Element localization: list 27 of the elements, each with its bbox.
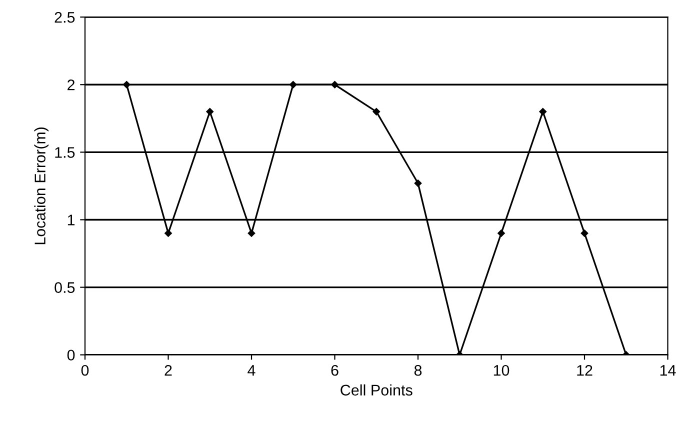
y-tick-label: 0.5 (54, 282, 75, 293)
point (289, 80, 297, 88)
x-tick-label: 4 (248, 365, 256, 376)
y-tick-label: 0 (67, 350, 75, 361)
x-tick-label: 2 (164, 364, 172, 376)
x-tick-label: 8 (414, 364, 422, 376)
point (164, 230, 172, 237)
point (372, 108, 380, 116)
point (414, 180, 422, 187)
y-tick-label: 1 (68, 214, 75, 226)
x-tick-label: 6 (331, 364, 338, 376)
y-tick-label: 1.5 (55, 147, 75, 158)
point (206, 108, 214, 116)
point (122, 80, 130, 88)
x-tick-label: 14 (660, 365, 676, 376)
point (248, 230, 256, 237)
x-axis-title: Cell Points (340, 384, 412, 396)
x-tick-label: 12 (577, 364, 592, 376)
y-axis-title: Location Error(m) (34, 127, 48, 244)
point (498, 230, 505, 237)
y-tick-label: 2.5 (54, 12, 75, 23)
y-tick-label: 2 (68, 80, 75, 90)
x-tick-label: 10 (494, 364, 510, 376)
point (331, 80, 338, 88)
point (580, 230, 588, 237)
x-tick-label: 0 (81, 364, 89, 376)
point (539, 108, 547, 116)
